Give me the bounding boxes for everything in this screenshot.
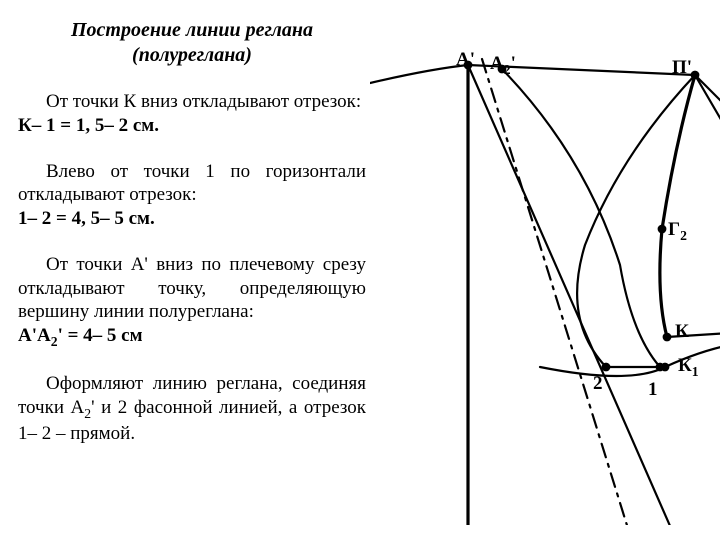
para-2-formula: 1– 2 = 4, 5– 5 см. (18, 208, 155, 229)
diagram-label: К (675, 321, 689, 343)
diagram-label: A' (456, 49, 475, 71)
para-3-formula: А'А2' = 4– 5 см (18, 325, 143, 346)
para-1-formula: К– 1 = 1, 5– 2 см. (18, 115, 159, 136)
heading: Построение линии реглана (полуреглана) (18, 18, 366, 68)
diagram-label: К1 (678, 355, 699, 380)
para-1: От точки К вниз откладывают отрезок: К– … (18, 90, 366, 138)
text-column: Построение линии реглана (полуреглана) О… (18, 18, 366, 467)
title-line2: (полуреглана) (132, 44, 252, 66)
diagram-label: П' (672, 57, 692, 79)
diagram-label: Г2 (668, 219, 687, 244)
diagram-svg (370, 35, 720, 525)
para-4: Оформляют линию реглана, соединяя точки … (18, 372, 366, 445)
diagram-label: А2' (490, 53, 516, 78)
para-2-text: Влево от точки 1 по горизонтали откладыв… (18, 161, 366, 206)
para-3: От точки А' вниз по плечевому срезу откл… (18, 253, 366, 350)
para-2: Влево от точки 1 по горизонтали откладыв… (18, 160, 366, 231)
para-3-text: От точки А' вниз по плечевому срезу откл… (18, 254, 366, 323)
diagram: A' А2' П' Г2 К К1 2 1 (370, 35, 720, 525)
para-1-text: От точки К вниз откладывают отрезок: (46, 91, 361, 112)
diagram-label: 1 (648, 379, 658, 401)
title-line1: Построение линии реглана (71, 19, 313, 41)
diagram-label: 2 (593, 373, 603, 395)
